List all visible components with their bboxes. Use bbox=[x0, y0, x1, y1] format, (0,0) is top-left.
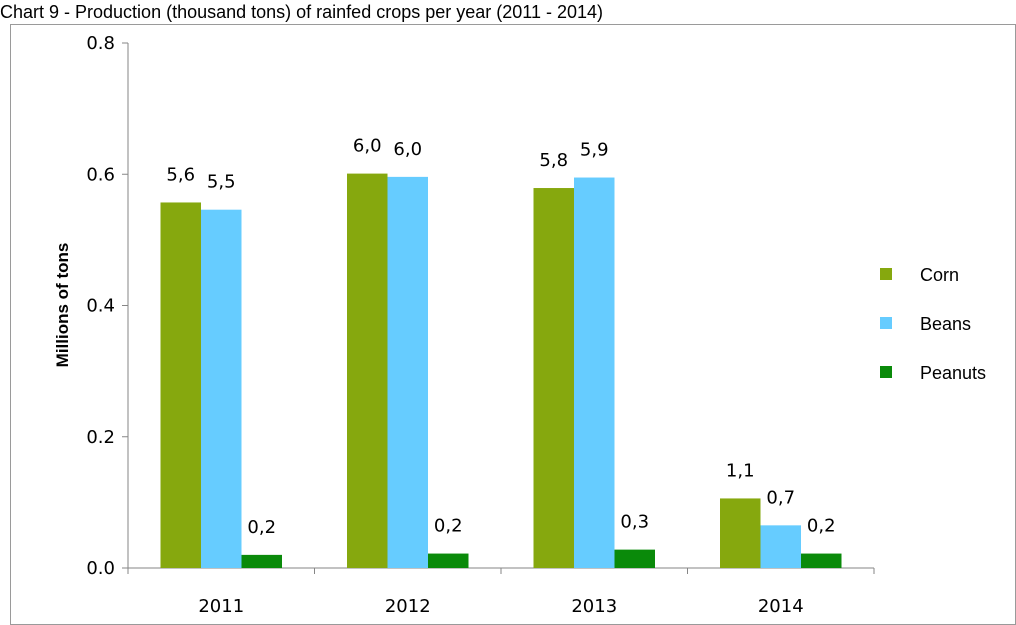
legend-label-peanuts: Peanuts bbox=[920, 363, 986, 383]
data-label: 5,9 bbox=[580, 140, 609, 161]
data-label: 0,2 bbox=[807, 516, 836, 537]
y-tick-label: 0.6 bbox=[86, 164, 115, 185]
bars bbox=[160, 173, 842, 568]
x-tick-label: 2013 bbox=[571, 596, 617, 617]
data-label: 5,5 bbox=[207, 172, 236, 193]
data-label: 6,0 bbox=[353, 136, 382, 157]
legend: Corn Beans Peanuts bbox=[880, 265, 986, 383]
bar-peanuts-2012 bbox=[428, 553, 469, 568]
bar-corn-2014 bbox=[720, 498, 761, 568]
bar-beans-2012 bbox=[387, 176, 428, 568]
data-label: 0,2 bbox=[434, 516, 463, 537]
bar-peanuts-2011 bbox=[241, 554, 282, 568]
bar-peanuts-2013 bbox=[614, 549, 655, 568]
legend-label-corn: Corn bbox=[920, 265, 959, 285]
bar-corn-2012 bbox=[347, 173, 388, 568]
bar-beans-2011 bbox=[201, 209, 242, 568]
data-labels: 5,6 6,0 5,8 1,1 5,5 6,0 5,9 0,7 0,2 0,2 0,3 0,2 bbox=[166, 136, 835, 538]
bar-beans-2014 bbox=[760, 525, 801, 568]
y-axis-label: Millions of tons bbox=[53, 243, 72, 368]
y-tick-label: 0.4 bbox=[86, 296, 115, 317]
x-tick-label: 2014 bbox=[758, 596, 804, 617]
data-label: 0,3 bbox=[620, 512, 649, 533]
y-tick-label: 0.8 bbox=[86, 33, 115, 54]
bar-beans-2013 bbox=[574, 177, 615, 568]
legend-label-beans: Beans bbox=[920, 314, 971, 334]
legend-swatch-peanuts bbox=[880, 366, 892, 378]
bar-corn-2013 bbox=[533, 188, 574, 568]
data-label: 0,2 bbox=[247, 517, 276, 538]
legend-swatch-beans bbox=[880, 317, 892, 329]
chart-title: Chart 9 - Production (thousand tons) of … bbox=[0, 2, 603, 22]
data-label: 0,7 bbox=[766, 487, 795, 508]
y-tick-label: 0.0 bbox=[86, 558, 115, 579]
x-tick-label: 2012 bbox=[385, 596, 431, 617]
x-tick-label: 2011 bbox=[198, 596, 244, 617]
bar-peanuts-2014 bbox=[801, 553, 842, 568]
bar-corn-2011 bbox=[160, 202, 201, 568]
data-label: 6,0 bbox=[393, 139, 422, 160]
data-label: 5,6 bbox=[166, 164, 195, 185]
data-label: 1,1 bbox=[726, 460, 755, 481]
y-tick-label: 0.2 bbox=[86, 427, 115, 448]
data-label: 5,8 bbox=[539, 150, 568, 171]
legend-swatch-corn bbox=[880, 268, 892, 280]
